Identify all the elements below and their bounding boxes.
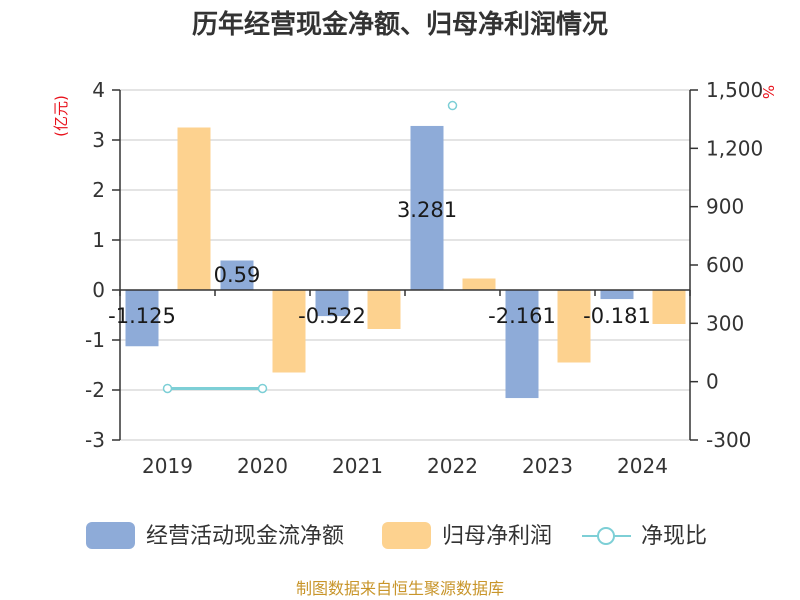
right-tick-label: 1,200 — [706, 136, 763, 160]
legend-label-profit: 归母净利润 — [442, 524, 552, 549]
profit-bar[interactable] — [462, 278, 496, 291]
right-tick-label: 1,500 — [706, 78, 763, 102]
cashflow-data-label: -0.522 — [298, 304, 366, 328]
right-tick-label: 900 — [706, 195, 744, 219]
right-tick-label: 600 — [706, 253, 744, 277]
category-tick-label: 2021 — [332, 454, 383, 478]
ratio-point[interactable] — [257, 383, 268, 394]
profit-bar[interactable] — [557, 290, 591, 363]
cashflow-bar[interactable] — [125, 290, 159, 347]
right-tick-label: 0 — [706, 370, 719, 394]
source-note: 制图数据来自恒生聚源数据库 — [296, 579, 504, 598]
profit-bar[interactable] — [367, 290, 401, 329]
cashflow-bar[interactable] — [220, 260, 254, 291]
ratio-point[interactable] — [447, 100, 458, 111]
chart-title: 历年经营现金净额、归母净利润情况 — [192, 9, 608, 40]
profit-bar[interactable] — [652, 290, 686, 324]
cashflow-data-label: 3.281 — [397, 198, 457, 222]
grid — [120, 89, 690, 441]
category-tick-label: 2023 — [522, 454, 573, 478]
right-tick-label: -300 — [706, 428, 751, 452]
cashflow-bar[interactable] — [600, 290, 634, 300]
cashflow-data-label: -0.181 — [583, 304, 651, 328]
bars — [125, 125, 686, 399]
profit-bar[interactable] — [177, 127, 211, 291]
left-tick-label: -2 — [85, 378, 105, 402]
ratio-line — [162, 100, 458, 394]
cashflow-bar[interactable] — [315, 290, 349, 317]
left-tick-label: 1 — [92, 228, 105, 252]
legend-swatch-profit — [382, 522, 431, 549]
category-tick-label: 2022 — [427, 454, 478, 478]
legend-item-profit[interactable]: 归母净利润 — [382, 522, 552, 549]
left-tick-label: 2 — [92, 178, 105, 202]
legend-label-cashflow: 经营活动现金流净额 — [146, 524, 344, 549]
left-axis-unit: (亿元) — [52, 95, 70, 137]
legend: 经营活动现金流净额 归母净利润 净现比 — [86, 522, 707, 549]
cashflow-data-label: -2.161 — [488, 304, 556, 328]
category-tick-label: 2024 — [617, 454, 668, 478]
left-tick-label: 3 — [92, 128, 105, 152]
legend-item-ratio[interactable]: 净现比 — [582, 524, 707, 549]
ratio-point[interactable] — [162, 383, 173, 394]
legend-label-ratio: 净现比 — [641, 524, 707, 549]
data-labels: -1.125 0.59 -0.522 3.281 -2.161 -0.181 — [108, 198, 651, 328]
legend-swatch-ratio-marker — [597, 527, 615, 545]
cashflow-data-label: -1.125 — [108, 304, 176, 328]
profit-bar[interactable] — [272, 290, 306, 373]
legend-item-cashflow[interactable]: 经营活动现金流净额 — [86, 522, 344, 549]
right-tick-label: 300 — [706, 311, 744, 335]
cashflow-data-label: 0.59 — [214, 263, 261, 287]
legend-swatch-cashflow — [86, 522, 135, 549]
left-tick-label: 0 — [92, 278, 105, 302]
left-tick-label: 4 — [92, 78, 105, 102]
right-axis-unit: % — [759, 85, 777, 99]
category-tick-label: 2019 — [142, 454, 193, 478]
left-tick-label: -1 — [85, 328, 105, 352]
cashflow-bar[interactable] — [505, 290, 539, 399]
left-tick-label: -3 — [85, 428, 105, 452]
axes: 4 3 2 1 0 -1 -2 -3 1,500 1,200 900 600 300 0 -300 2019 2… — [85, 78, 763, 478]
cashflow-bar[interactable] — [410, 125, 444, 290]
category-tick-label: 2020 — [237, 454, 288, 478]
